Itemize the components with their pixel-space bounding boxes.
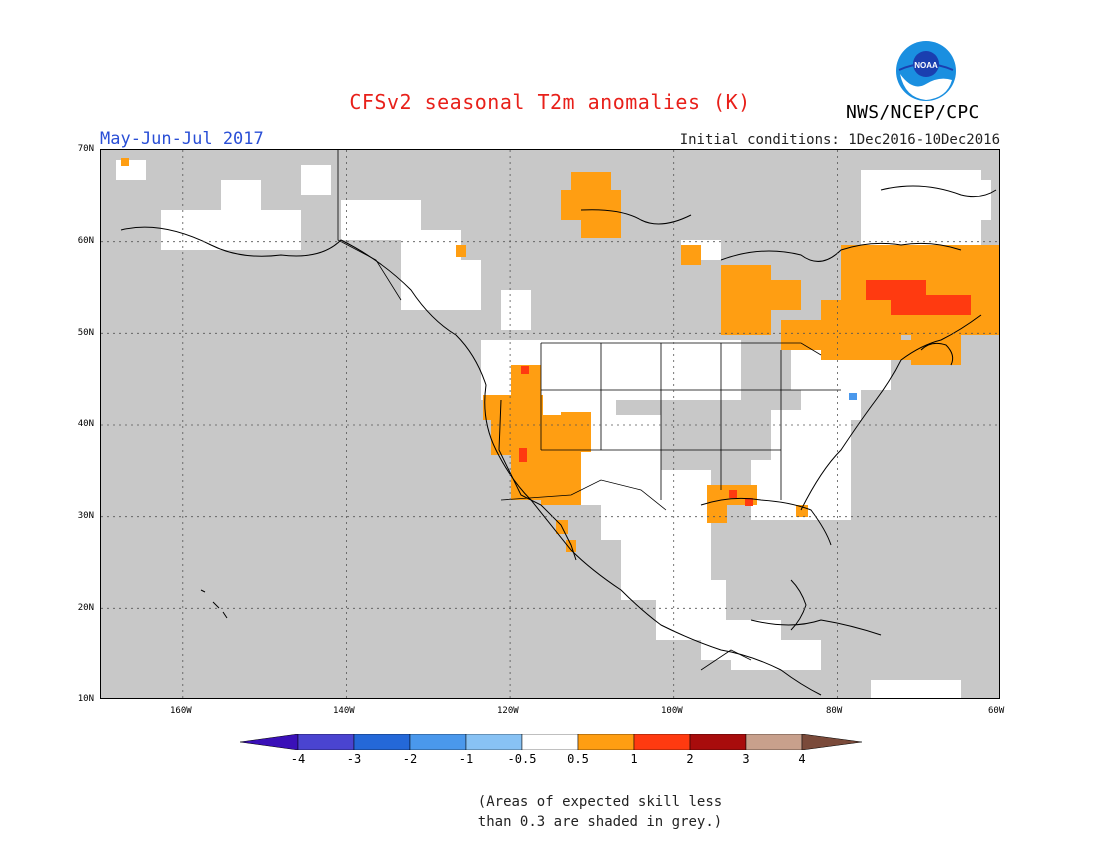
lat-label-10n: 10N (77, 694, 94, 704)
lat-label-50n: 50N (77, 328, 94, 338)
colorbar-bin (465, 734, 523, 750)
colorbar-bin (409, 734, 467, 750)
initial-conditions: Initial conditions: 1Dec2016-10Dec2016 (679, 132, 1000, 148)
lat-label-60n: 60N (77, 236, 94, 246)
lon-label-60w: 60W (988, 706, 1005, 716)
colorbar-arrow-low (240, 734, 299, 750)
colorbar-label: 3 (742, 752, 750, 766)
colorbar-arrow-high (801, 734, 862, 750)
lon-label-80w: 80W (826, 706, 843, 716)
colorbar-label: -0.5 (507, 752, 537, 766)
red-anomaly-areas (519, 280, 971, 506)
lat-label-30n: 30N (77, 511, 94, 521)
colorbar-label: -3 (346, 752, 362, 766)
logo-lettering: NOAA (914, 61, 938, 70)
political-borders (337, 150, 841, 671)
coastlines (120, 185, 997, 696)
lat-label-70n: 70N (77, 144, 94, 154)
colorbar-bin (689, 734, 747, 750)
colorbar-label: 4 (798, 752, 806, 766)
graticule (101, 150, 999, 698)
lon-label-140w: 140W (333, 706, 355, 716)
colorbar-label: -4 (290, 752, 306, 766)
colorbar-label: -1 (458, 752, 474, 766)
color-scale-bar (240, 734, 862, 750)
colorbar-label: 0.5 (567, 752, 589, 766)
map-svg (101, 150, 999, 698)
orange-anomaly-areas (121, 158, 999, 552)
anomaly-map (100, 149, 1000, 699)
colorbar-bin (353, 734, 411, 750)
blue-anomaly-spot (849, 393, 857, 400)
skill-note-line1: (Areas of expected skill less (477, 794, 723, 810)
colorbar-bin (745, 734, 803, 750)
colorbar-label: -2 (402, 752, 418, 766)
chart-title: CFSv2 seasonal T2m anomalies (K) (349, 90, 751, 114)
skill-note-line2: than 0.3 are shaded in grey.) (477, 814, 723, 830)
colorbar-bin (633, 734, 691, 750)
noaa-logo: NOAA (896, 41, 956, 101)
lon-label-100w: 100W (661, 706, 683, 716)
colorbar-bin (297, 734, 355, 750)
lat-label-20n: 20N (77, 603, 94, 613)
lon-label-120w: 120W (497, 706, 519, 716)
agency-label: NWS/NCEP/CPC (846, 102, 980, 123)
colorbar-label: 1 (630, 752, 638, 766)
colorbar-bin (521, 734, 579, 750)
lon-label-160w: 160W (170, 706, 192, 716)
colorbar-label: 2 (686, 752, 694, 766)
forecast-period: May-Jun-Jul 2017 (100, 129, 264, 149)
colorbar-bin (577, 734, 635, 750)
lat-label-40n: 40N (77, 419, 94, 429)
